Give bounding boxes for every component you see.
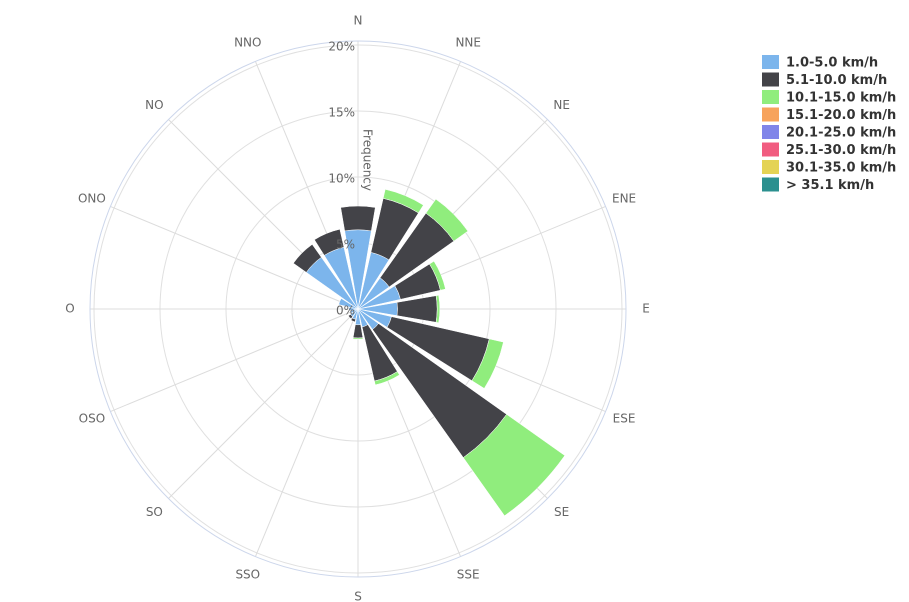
legend-label: > 35.1 km/h: [786, 178, 874, 193]
spoke: [168, 308, 359, 499]
direction-label: NE: [553, 98, 570, 112]
direction-label: ESE: [613, 412, 636, 426]
y-tick-label: 20%: [328, 40, 355, 54]
y-tick-label: 15%: [328, 106, 355, 120]
direction-label: S: [354, 590, 362, 602]
outer-ring: [89, 40, 627, 578]
direction-label: N: [354, 14, 363, 28]
direction-label: E: [642, 302, 650, 316]
wedge: [314, 228, 345, 256]
direction-label: NNE: [455, 35, 481, 49]
direction-label: SO: [146, 505, 163, 519]
legend-label: 20.1-25.0 km/h: [786, 126, 896, 141]
y-tick-label: 0%: [336, 304, 355, 318]
wedge: [352, 337, 364, 340]
direction-label: SSO: [235, 568, 260, 582]
wedge: [462, 413, 566, 517]
legend-swatch: [762, 125, 779, 139]
direction-label: NO: [145, 98, 163, 112]
wedge: [347, 313, 354, 320]
spoke: [254, 308, 359, 557]
wedge: [429, 260, 446, 291]
legend-swatch: [762, 90, 779, 104]
y-tick-label: 10%: [328, 172, 355, 186]
direction-label: ENE: [612, 191, 636, 205]
wedge: [350, 317, 356, 323]
legend-swatch: [762, 177, 779, 192]
wedge: [293, 244, 322, 273]
legend-swatch: [762, 72, 779, 87]
direction-label: NNO: [234, 35, 261, 49]
wedge: [425, 198, 469, 242]
legend-swatch: [762, 107, 779, 122]
wedge: [396, 295, 438, 323]
y-tick-label: 5%: [336, 238, 355, 252]
direction-label: ONO: [78, 191, 106, 205]
wedge: [340, 205, 376, 232]
direction-label: OSO: [79, 412, 106, 426]
legend-label: 1.0-5.0 km/h: [786, 56, 878, 71]
spoke: [110, 205, 359, 310]
direction-label: SSE: [457, 568, 480, 582]
legend-swatch: [762, 142, 779, 157]
wedge: [352, 324, 364, 339]
wedge: [374, 371, 400, 386]
spoke: [110, 308, 359, 413]
legend-label: 15.1-20.0 km/h: [786, 108, 896, 123]
legend-label: 30.1-35.0 km/h: [786, 161, 896, 176]
legend-swatch: [762, 160, 779, 174]
direction-label: O: [65, 302, 74, 316]
wedge: [338, 298, 359, 310]
y-axis-title: Frequency: [361, 129, 375, 191]
legend-label: 25.1-30.0 km/h: [786, 143, 896, 158]
wedge: [471, 338, 504, 389]
legend-label: 10.1-15.0 km/h: [786, 91, 896, 106]
wedge: [382, 189, 424, 214]
legend-swatch: [762, 55, 779, 69]
wedge: [435, 294, 441, 324]
direction-label: SE: [554, 505, 569, 519]
legend-label: 5.1-10.0 km/h: [786, 73, 887, 88]
